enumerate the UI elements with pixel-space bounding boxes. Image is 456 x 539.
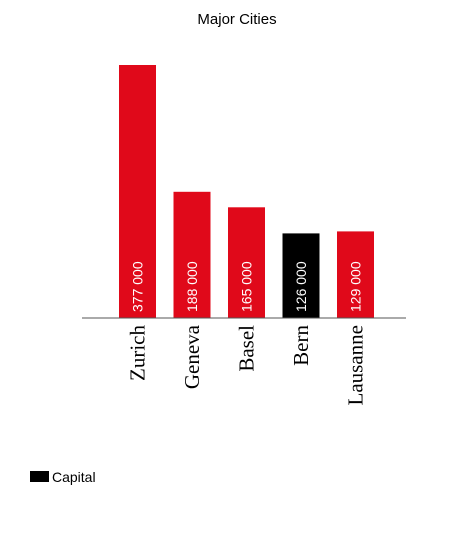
legend-swatch-capital bbox=[30, 471, 49, 482]
category-label-lausanne: Lausanne bbox=[344, 325, 368, 405]
bars-layer bbox=[119, 65, 374, 318]
legend-label-capital: Capital bbox=[52, 469, 96, 485]
value-label-bern: 126 000 bbox=[293, 261, 309, 312]
value-label-geneva: 188 000 bbox=[184, 261, 200, 312]
category-label-zurich: Zurich bbox=[126, 325, 150, 381]
category-label-geneva: Geneva bbox=[180, 324, 204, 389]
value-label-lausanne: 129 000 bbox=[348, 261, 364, 312]
chart-title: Major Cities bbox=[197, 11, 276, 28]
value-label-zurich: 377 000 bbox=[130, 261, 146, 312]
category-labels-layer: Zurich Geneva Basel Bern Lausanne bbox=[126, 324, 368, 405]
value-labels-layer: 377 000 188 000 165 000 126 000 129 000 bbox=[130, 261, 364, 312]
legend: Capital bbox=[30, 469, 96, 485]
bar-zurich bbox=[119, 65, 156, 318]
bar-basel bbox=[228, 207, 265, 318]
bar-bern bbox=[282, 233, 320, 318]
category-label-bern: Bern bbox=[289, 325, 313, 366]
bar-geneva bbox=[173, 191, 211, 318]
bar-lausanne bbox=[337, 231, 374, 318]
category-label-basel: Basel bbox=[235, 325, 259, 372]
value-label-basel: 165 000 bbox=[239, 261, 255, 312]
